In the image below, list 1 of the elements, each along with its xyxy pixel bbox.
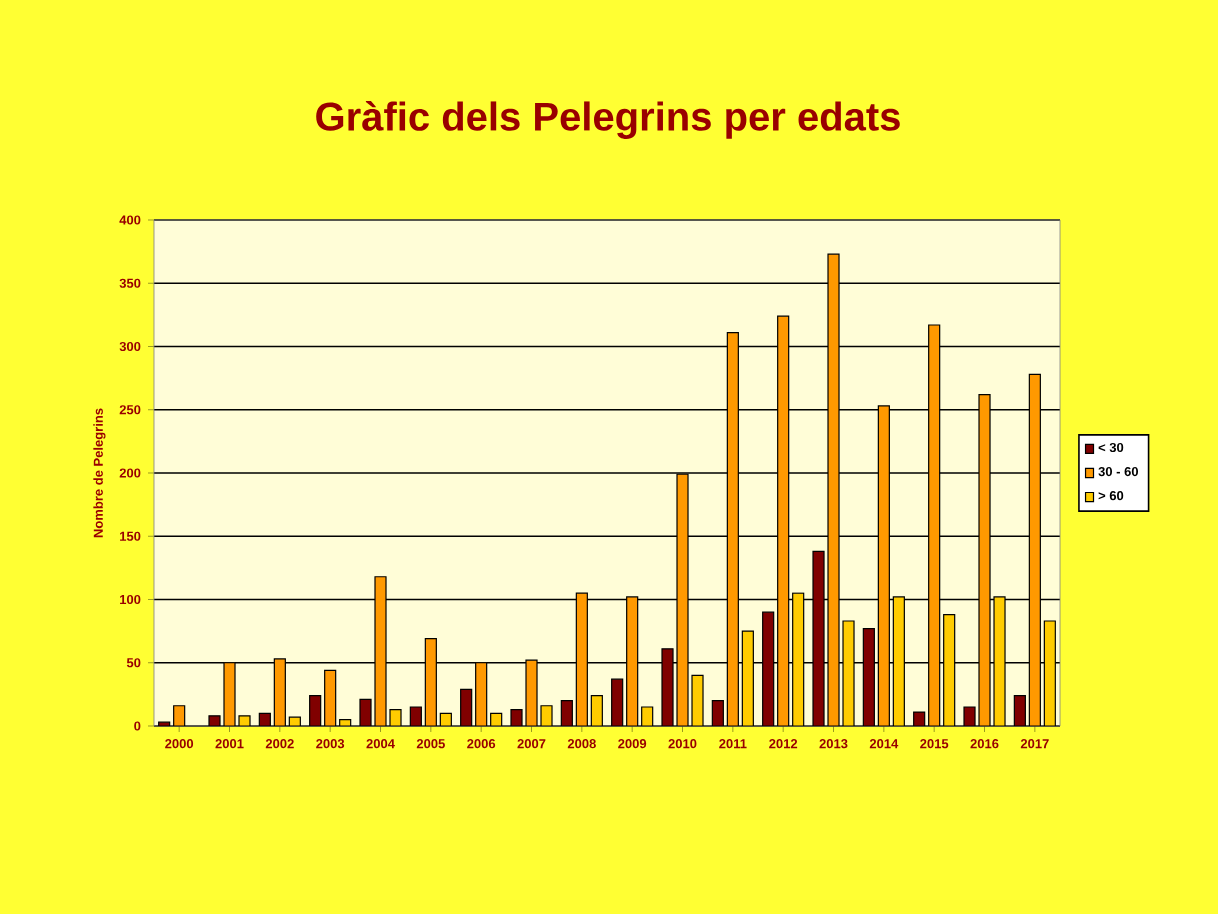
chart-title: Gràfic dels Pelegrins per edats [316,101,900,139]
